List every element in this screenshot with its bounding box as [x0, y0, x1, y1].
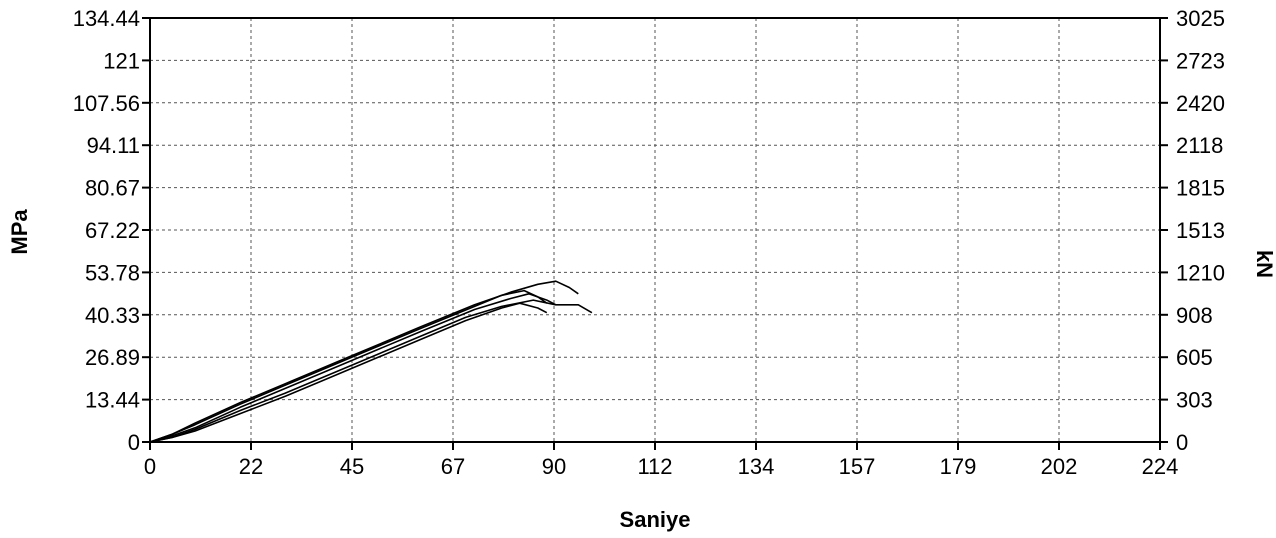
- y-tick-label: 53.78: [85, 260, 140, 285]
- x-tick-label: 112: [637, 454, 672, 479]
- x-tick-label: 22: [239, 454, 263, 479]
- y-tick-label: 0: [128, 430, 140, 455]
- series-line-2: [149, 299, 593, 443]
- x-tick-label: 202: [1041, 454, 1078, 479]
- y2-tick-label: 605: [1176, 345, 1213, 370]
- y-tick-label: 67.22: [85, 218, 140, 243]
- grid: [150, 18, 1160, 442]
- x-tick-label: 0: [144, 454, 156, 479]
- series-group: [149, 280, 593, 443]
- y2-tick-label: 908: [1176, 303, 1213, 328]
- x-tick-label: 157: [839, 454, 876, 479]
- y2-tick-label: 2723: [1176, 48, 1225, 73]
- y2-tick-label: 1513: [1176, 218, 1225, 243]
- y-tick-label: 121: [103, 48, 140, 73]
- y2-tick-label: 3025: [1176, 6, 1225, 31]
- y2-tick-label: 2118: [1176, 133, 1223, 158]
- y-tick-label: 13.44: [85, 388, 140, 413]
- y-tick-label: 26.89: [85, 345, 140, 370]
- series-line-1: [149, 302, 548, 443]
- series-line-4: [149, 289, 548, 443]
- y-tick-label: 80.67: [85, 176, 140, 201]
- y-tick-label: 40.33: [85, 303, 140, 328]
- y2-tick-label: 1815: [1176, 176, 1225, 201]
- y-tick-label: 94.11: [87, 133, 140, 158]
- x-tick-label: 134: [738, 454, 775, 479]
- x-axis-title: Saniye: [620, 507, 691, 532]
- y-axis-title: MPa: [7, 209, 32, 255]
- ticks: [142, 17, 1168, 450]
- y-tick-label: 107.56: [73, 91, 140, 116]
- y2-tick-label: 1210: [1176, 260, 1225, 285]
- series-line-5: [149, 280, 579, 443]
- x-tick-label: 67: [441, 454, 465, 479]
- y-tick-label: 134.44: [73, 6, 140, 31]
- x-tick-label: 224: [1142, 454, 1179, 479]
- y2-tick-label: 2420: [1176, 91, 1225, 116]
- y2-tick-label: 303: [1176, 388, 1213, 413]
- y2-tick-label: 0: [1176, 430, 1188, 455]
- x-tick-label: 90: [542, 454, 566, 479]
- y2-axis-title: kN: [1252, 250, 1276, 278]
- x-tick-label: 179: [940, 454, 977, 479]
- x-tick-label: 45: [340, 454, 364, 479]
